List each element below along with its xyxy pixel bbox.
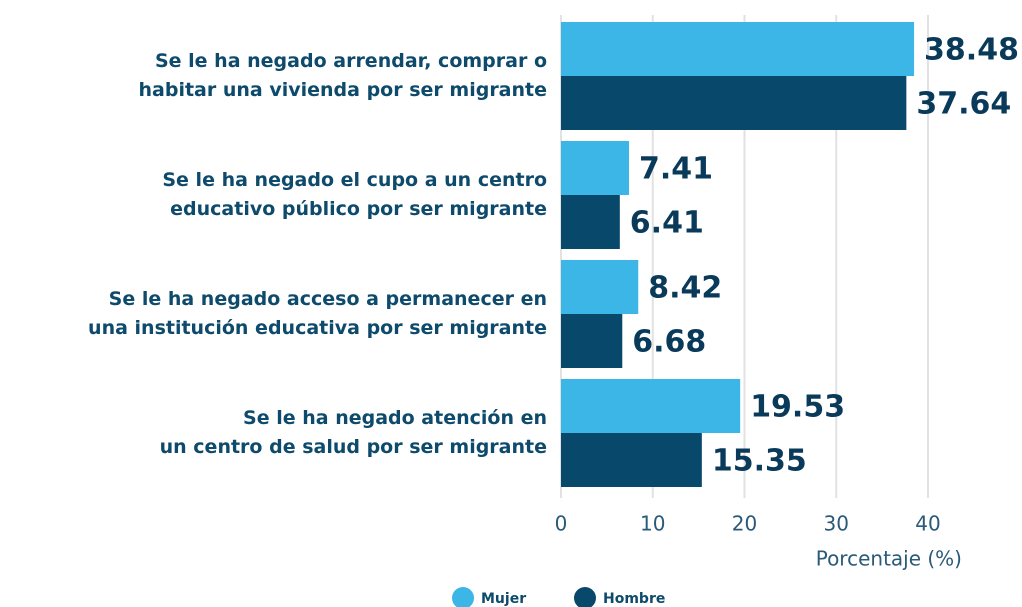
value-label: 6.68 xyxy=(632,325,706,360)
x-tick-label: 30 xyxy=(824,512,849,536)
bar xyxy=(561,379,741,433)
x-tick-label: 20 xyxy=(732,512,757,536)
x-tick-label: 40 xyxy=(915,512,940,536)
value-label: 8.42 xyxy=(648,271,722,306)
category-label: Se le ha negado acceso a permanecer en xyxy=(109,288,547,310)
value-label: 6.41 xyxy=(630,206,704,241)
bar xyxy=(561,76,907,130)
bar xyxy=(561,433,702,487)
category-label: Se le ha negado arrendar, comprar o xyxy=(155,50,547,72)
category-label: educativo público por ser migrante xyxy=(170,198,547,220)
x-tick-label: 10 xyxy=(640,512,665,536)
bar xyxy=(561,22,915,76)
bar xyxy=(561,195,620,249)
category-label: una institución educativa por ser migran… xyxy=(88,317,547,339)
legend-label: Hombre xyxy=(603,591,665,607)
value-label: 19.53 xyxy=(750,390,845,425)
x-tick-label: 0 xyxy=(555,512,568,536)
bar xyxy=(561,260,639,314)
bar xyxy=(561,141,629,195)
legend-label: Mujer xyxy=(481,591,526,607)
category-label: Se le ha negado el cupo a un centro xyxy=(162,169,547,191)
legend-swatch xyxy=(574,587,596,607)
value-label: 37.64 xyxy=(916,87,1011,122)
value-label: 38.48 xyxy=(924,33,1019,68)
bar xyxy=(561,314,623,368)
x-axis-label: Porcentaje (%) xyxy=(816,547,962,571)
category-label: Se le ha negado atención en xyxy=(243,407,547,429)
value-label: 7.41 xyxy=(639,152,713,187)
legend-swatch xyxy=(452,587,474,607)
value-label: 15.35 xyxy=(712,444,807,479)
category-label: habitar una vivienda por ser migrante xyxy=(139,79,548,101)
category-label: un centro de salud por ser migrante xyxy=(160,436,547,458)
